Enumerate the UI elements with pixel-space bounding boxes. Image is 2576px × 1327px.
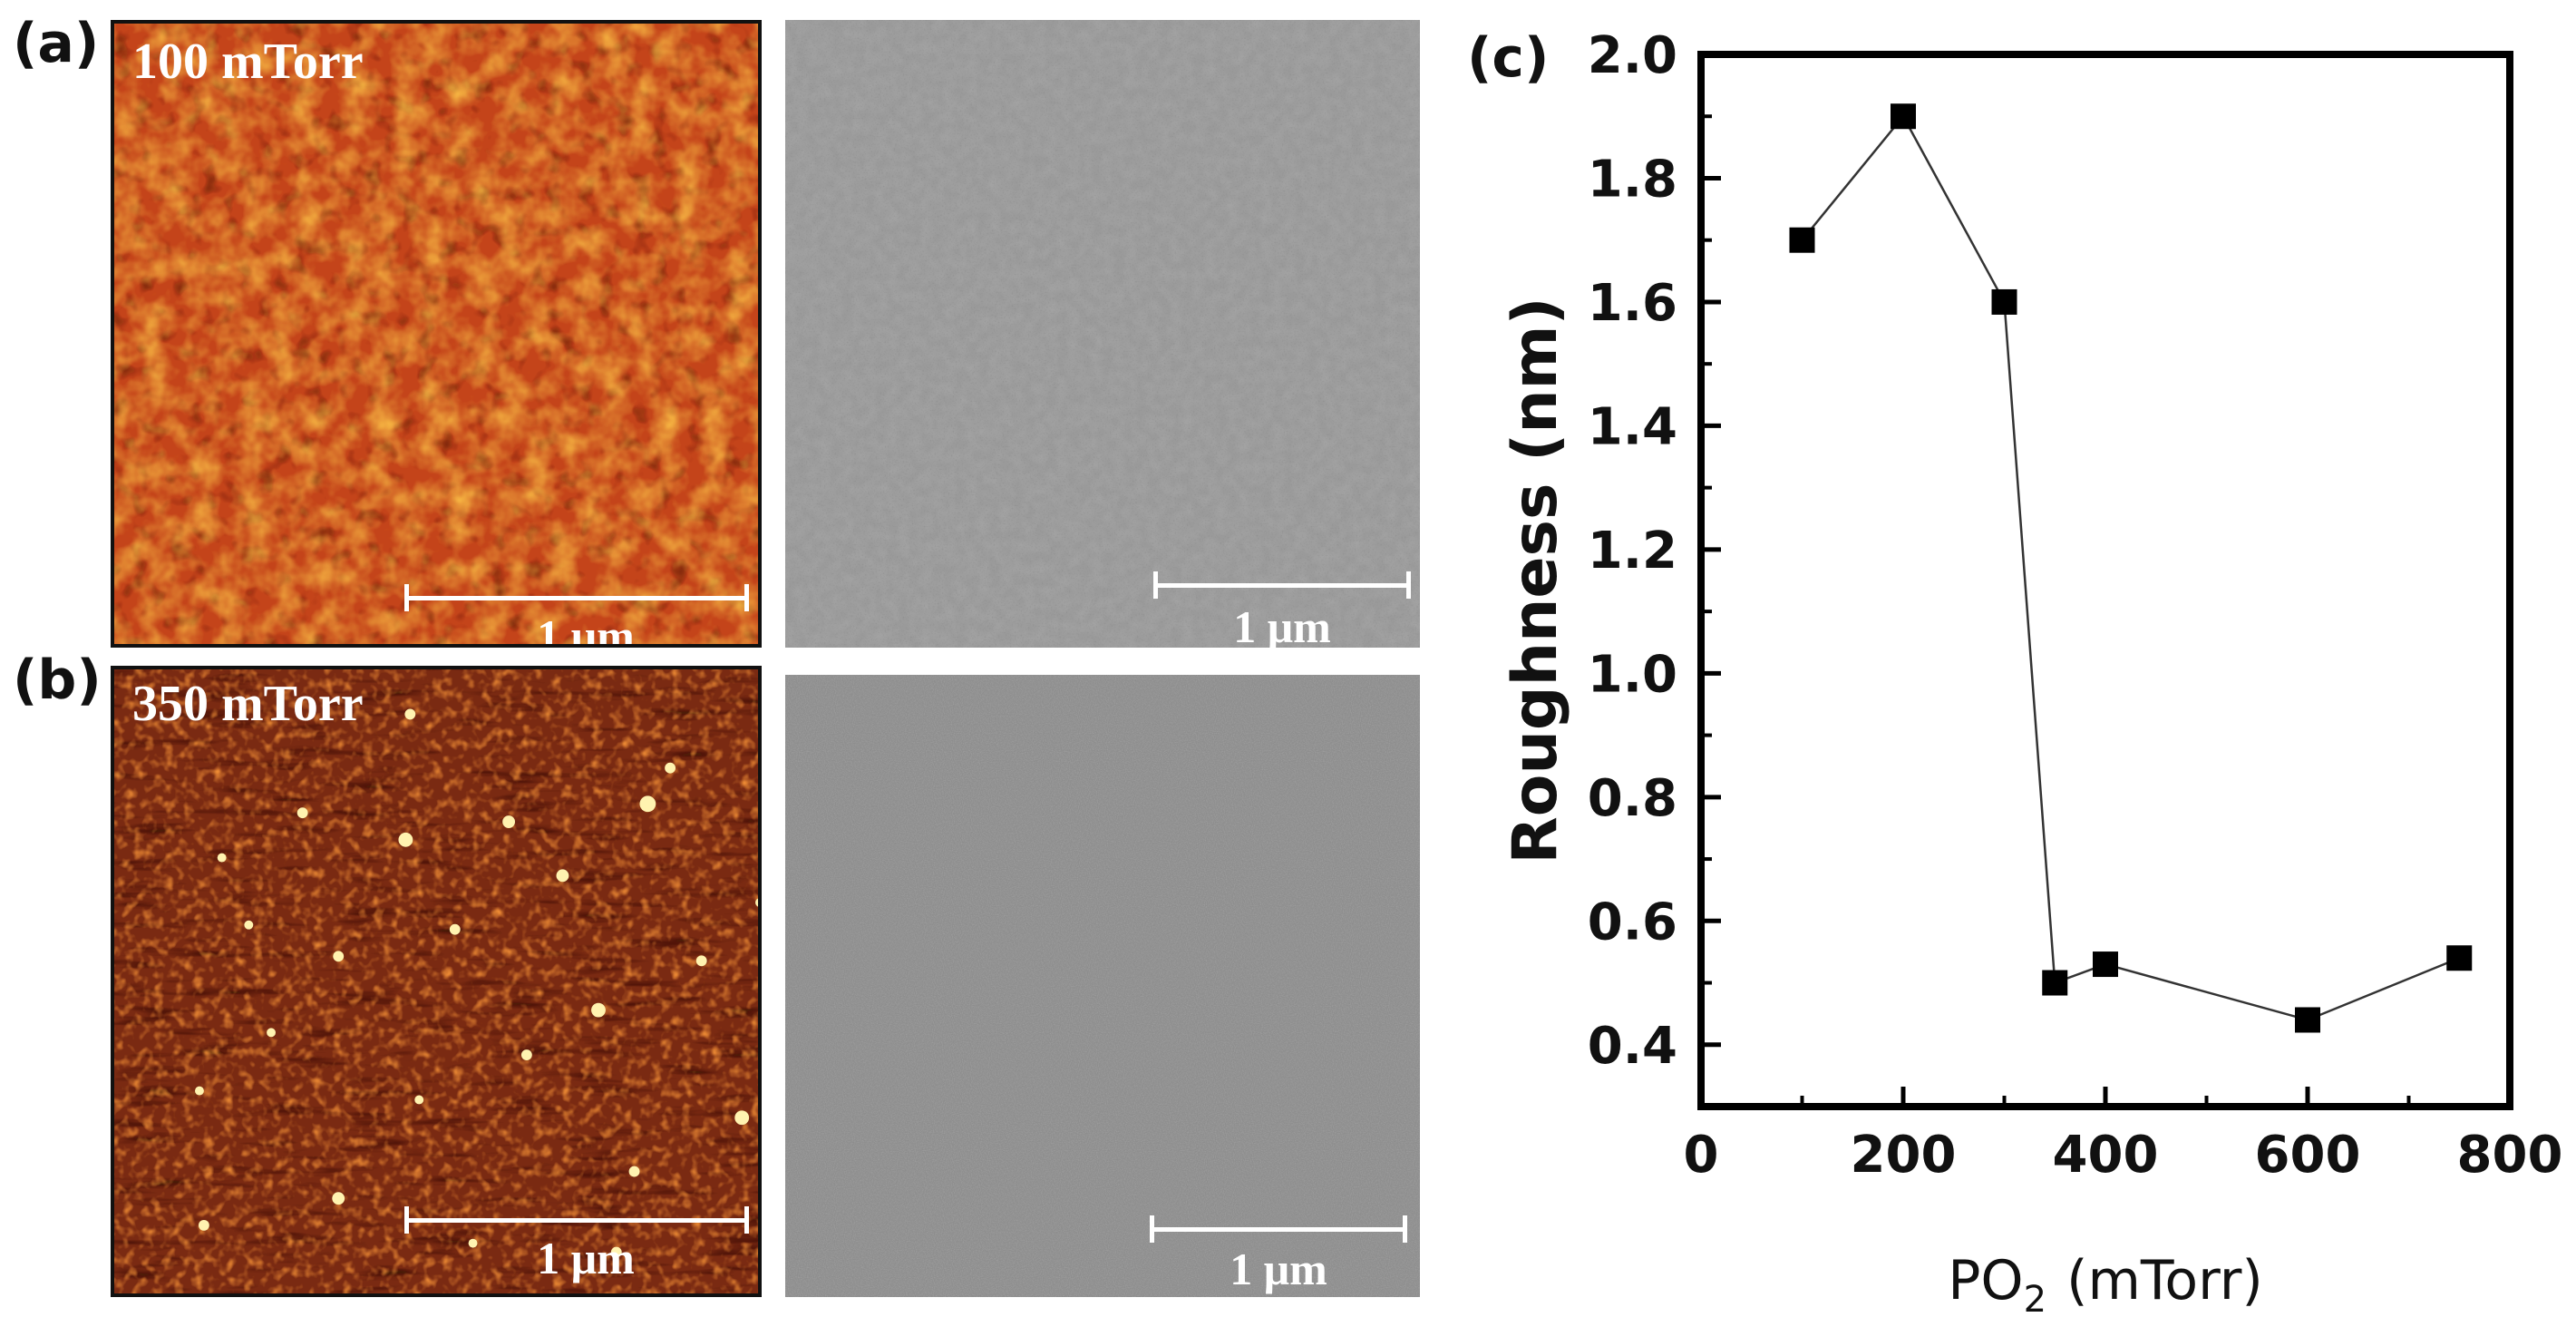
x-tick-label: 400	[2053, 1126, 2159, 1185]
scale-bar-sem-b	[1150, 1215, 1407, 1243]
panel-c-label: (c)	[1469, 26, 1549, 90]
x-tick-label: 800	[2457, 1126, 2563, 1185]
y-tick-label: 1.2	[1588, 522, 1677, 581]
scale-label-afm-b: 1 μm	[537, 1233, 635, 1283]
sem-image-350mtorr: 1 μm	[785, 675, 1420, 1297]
condition-label-100mtorr: 100 mTorr	[132, 34, 364, 90]
data-markers	[1789, 103, 2473, 1033]
scale-bar-afm-b	[404, 1206, 749, 1234]
condition-label-350mtorr: 350 mTorr	[132, 676, 364, 732]
y-tick-label: 0.4	[1588, 1017, 1677, 1076]
sem-texture-b	[785, 675, 1420, 1297]
data-point-marker	[1891, 103, 1916, 130]
data-point-marker	[2042, 970, 2068, 996]
scale-bar-sem-a	[1153, 571, 1411, 599]
y-tick-label: 0.8	[1588, 769, 1677, 828]
y-tick-label: 0.6	[1588, 893, 1677, 951]
chart-ticks	[1698, 52, 2513, 1107]
y-axis-label: Roughness (nm)	[1500, 297, 1571, 864]
data-point-marker	[1789, 227, 1815, 253]
data-point-marker	[2295, 1007, 2320, 1033]
scale-label-sem-b: 1 μm	[1230, 1244, 1327, 1294]
x-tick-label: 600	[2255, 1126, 2361, 1185]
data-point-marker	[1991, 288, 2017, 315]
y-tick-label: 1.0	[1588, 645, 1677, 704]
series-line	[1801, 114, 2460, 1021]
x-tick-label: 0	[1684, 1126, 1719, 1185]
x-axis-label: PO2 (mTorr)	[1948, 1249, 2263, 1321]
afm-texture-b	[114, 669, 758, 1293]
x-axis-label-main: PO	[1948, 1249, 2023, 1312]
plot-frame	[1697, 51, 2513, 1110]
data-point-marker	[2446, 945, 2473, 971]
data-point-marker	[2093, 951, 2118, 978]
x-axis-label-unit: (mTorr)	[2066, 1249, 2263, 1312]
panel-a-label: (a)	[13, 12, 100, 75]
y-tick-label: 1.4	[1588, 397, 1677, 456]
sem-image-100mtorr: 1 μm	[785, 20, 1420, 648]
panel-b-label: (b)	[13, 649, 102, 712]
y-tick-label: 2.0	[1588, 26, 1677, 85]
afm-image-100mtorr: 100 mTorr 1 μm	[111, 20, 762, 648]
x-axis-label-sub: 2	[2024, 1279, 2046, 1321]
y-tick-label: 1.8	[1588, 150, 1677, 209]
sem-texture-a	[785, 20, 1420, 648]
scale-label-afm-a: 1 μm	[537, 610, 635, 648]
roughness-chart: (c) 0 200 400 600 800 0.4 0.6 0.8 1.0 1.2 1.4 1.6 1.…	[1469, 26, 2563, 1321]
afm-image-350mtorr: 350 mTorr 1 μm	[111, 666, 762, 1297]
scale-label-sem-a: 1 μm	[1233, 601, 1331, 648]
y-tick-label: 1.6	[1588, 274, 1677, 333]
afm-texture-a	[114, 24, 758, 644]
scale-bar-afm-a	[404, 584, 749, 611]
tick-labels: 0 200 400 600 800 0.4 0.6 0.8 1.0 1.2 1.4 1.6 1.8 2.0	[1588, 26, 2563, 1185]
x-tick-label: 200	[1851, 1126, 1957, 1185]
